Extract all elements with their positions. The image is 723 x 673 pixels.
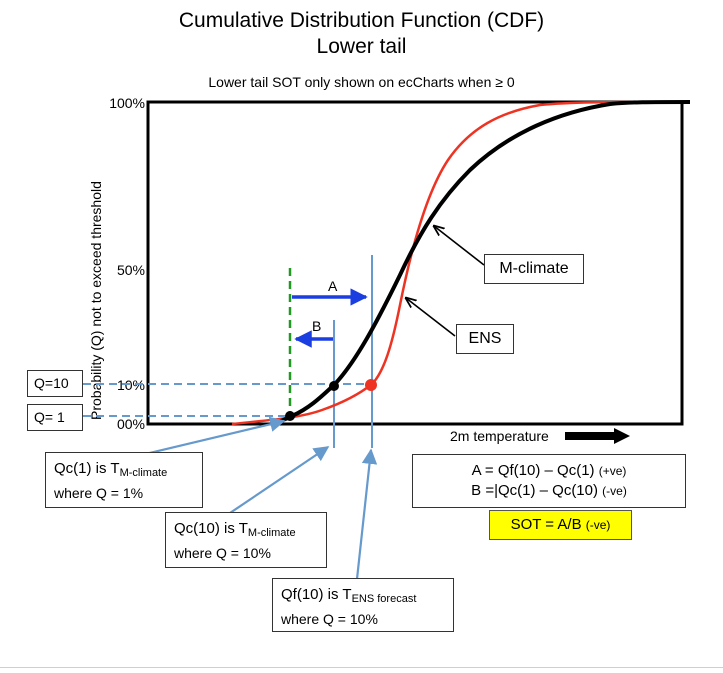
subtitle: Lower tail SOT only shown on ecCharts wh… (208, 74, 515, 90)
title-line-1: Cumulative Distribution Function (CDF) (178, 9, 545, 32)
title-line-2: Lower tail (316, 35, 407, 58)
qc10-callout: Qc(10) is TM-climate where Q = 10% (165, 512, 327, 568)
ens-label: ENS (456, 324, 514, 354)
qf10-callout-line2: where Q = 10% (281, 611, 378, 627)
qc10-callout-sub: M-climate (247, 527, 296, 539)
qf10-callout: Qf(10) is TENS forecast where Q = 10% (272, 578, 454, 632)
mclimate-label: M-climate (484, 254, 584, 284)
y-tick-10: 10% (116, 377, 145, 393)
formula-a-note: (+ve) (598, 464, 627, 478)
qf10-callout-main: Qf(10) is T (281, 586, 352, 603)
formula-a: A = Qf(10) – Qc(1) (471, 462, 595, 479)
formula-box: A = Qf(10) – Qc(1) (+ve) B =|Qc(1) – Qc(… (412, 454, 686, 508)
qc10-callout-main: Qc(10) is T (174, 520, 248, 537)
qc10-point (329, 381, 339, 391)
qc10-callout-pointer (229, 446, 330, 514)
bottom-divider (0, 667, 723, 668)
y-tick-50: 50% (116, 262, 145, 278)
diagram-title: Cumulative Distribution Function (CDF) L… (0, 8, 723, 60)
x-axis-arrow-icon (565, 428, 630, 444)
y-tick-0: 00% (116, 416, 145, 432)
qf10-point (365, 379, 377, 391)
x-axis-label: 2m temperature (450, 428, 549, 444)
q1-box: Q= 1 (27, 404, 83, 431)
formula-b-note: (-ve) (602, 484, 627, 498)
sot-main: SOT = A/B (510, 516, 582, 533)
mclimate-curve (271, 100, 691, 426)
qf10-callout-sub: ENS forecast (351, 593, 417, 605)
qc10-callout-line2: where Q = 10% (174, 545, 271, 561)
q10-box: Q=10 (27, 370, 83, 397)
y-tick-100: 100% (109, 95, 145, 111)
qc1-point (285, 411, 295, 421)
formula-b: B =|Qc(1) – Qc(10) (471, 482, 598, 499)
plot-frame (146, 100, 684, 426)
a-label: A (328, 278, 338, 294)
qf10-callout-pointer (355, 448, 378, 580)
qc1-callout: Qc(1) is TM-climate where Q = 1% (45, 452, 203, 508)
qc1-callout-line2: where Q = 1% (54, 485, 144, 501)
qc1-callout-main: Qc(1) is T (54, 460, 120, 477)
ens-pointer (406, 298, 456, 337)
ens-curve (231, 100, 661, 426)
sot-box: SOT = A/B (-ve) (489, 510, 632, 540)
b-label: B (312, 318, 321, 334)
mclimate-pointer (434, 226, 485, 266)
sot-note: (-ve) (585, 518, 611, 532)
qc1-callout-sub: M-climate (119, 467, 168, 479)
